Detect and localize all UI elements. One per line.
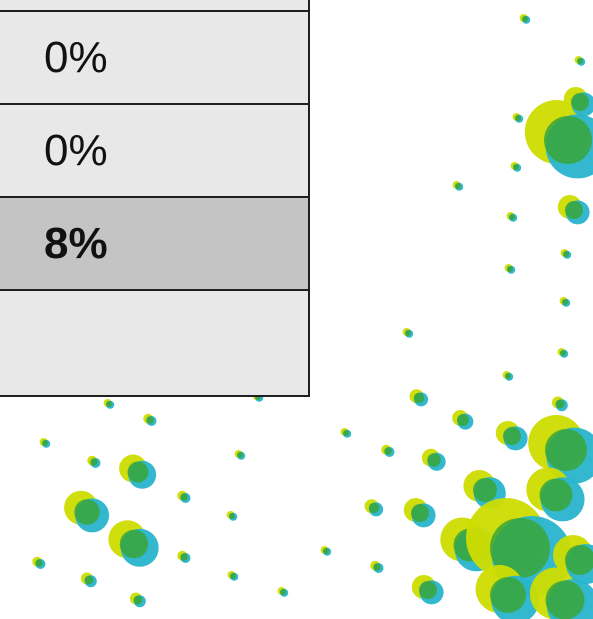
- decorative-dot: [419, 581, 437, 599]
- decorative-dot: [515, 115, 521, 121]
- decorative-dot: [505, 373, 511, 379]
- percentage-list: 0% 0% 8%: [0, 0, 310, 397]
- decorative-dot: [560, 350, 566, 356]
- decorative-dot: [507, 266, 513, 272]
- decorative-dot: [119, 529, 149, 559]
- decorative-dot: [545, 429, 587, 471]
- decorative-dot: [555, 399, 565, 409]
- decorative-dot: [411, 504, 429, 522]
- decorative-dot: [457, 414, 469, 426]
- decorative-dot: [513, 164, 519, 170]
- list-item-label: 8%: [44, 218, 108, 268]
- list-item-2[interactable]: 0%: [0, 103, 308, 196]
- decorative-dot: [522, 16, 528, 22]
- decorative-dot: [562, 299, 568, 305]
- decorative-dot: [180, 493, 188, 501]
- decorative-dot: [577, 58, 583, 64]
- decorative-dot: [565, 545, 593, 575]
- decorative-dot: [473, 478, 497, 502]
- decorative-dot: [229, 513, 235, 519]
- list-item-4[interactable]: [0, 289, 308, 397]
- decorative-dot: [280, 589, 286, 595]
- decorative-dot: [373, 563, 381, 571]
- decorative-dot: [413, 392, 425, 404]
- list-item-1[interactable]: 0%: [0, 10, 308, 103]
- decorative-dot: [539, 478, 573, 512]
- decorative-dot: [490, 577, 526, 613]
- decorative-dot: [90, 458, 98, 466]
- decorative-dot: [545, 580, 585, 619]
- decorative-dot: [565, 201, 583, 219]
- list-item-label: 0%: [44, 32, 108, 82]
- decorative-dot: [427, 453, 441, 467]
- decorative-dot: [237, 452, 243, 458]
- decorative-dot: [146, 416, 154, 424]
- decorative-dot: [133, 595, 143, 605]
- decorative-dot: [35, 559, 43, 567]
- decorative-dot: [503, 427, 521, 445]
- decorative-dot: [455, 183, 461, 189]
- decorative-dot: [230, 573, 236, 579]
- list-item-3-selected[interactable]: 8%: [0, 196, 308, 289]
- decorative-dot: [490, 518, 550, 578]
- decorative-dot: [509, 214, 515, 220]
- decorative-dot: [127, 461, 149, 483]
- decorative-dot: [42, 440, 48, 446]
- decorative-dot: [544, 116, 592, 164]
- decorative-dot: [368, 502, 380, 514]
- decorative-dot: [84, 575, 94, 585]
- decorative-dot: [384, 447, 392, 455]
- decorative-dot: [571, 93, 589, 111]
- decorative-dot: [563, 251, 569, 257]
- decorative-dot: [106, 401, 112, 407]
- decorative-dot: [405, 330, 411, 336]
- decorative-dot: [343, 430, 349, 436]
- decorative-dot: [180, 553, 188, 561]
- decorative-dot: [323, 548, 329, 554]
- list-item-label: 0%: [44, 125, 108, 175]
- decorative-dot: [74, 499, 100, 525]
